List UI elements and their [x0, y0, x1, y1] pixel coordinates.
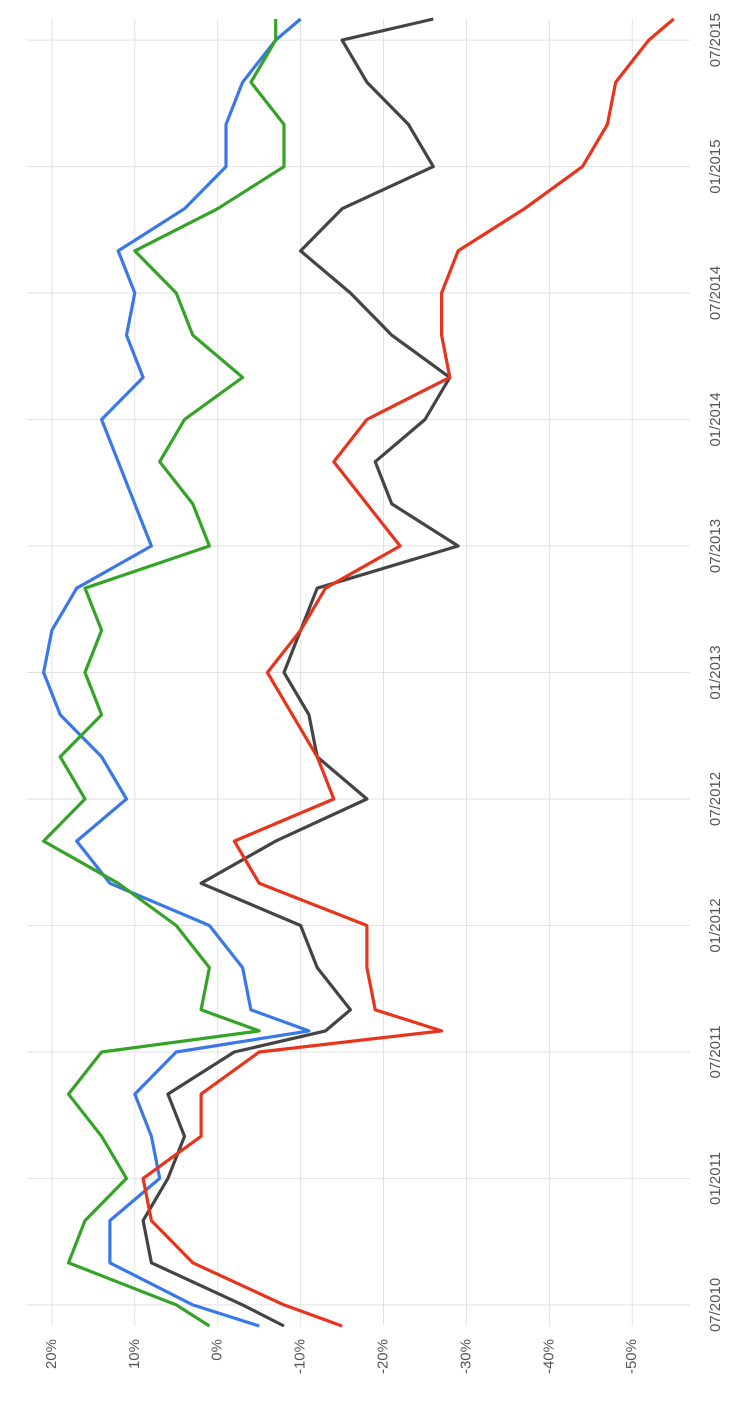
y-tick-label: -10%	[292, 1339, 309, 1374]
x-tick-label: 01/2012	[707, 898, 724, 952]
x-tick-label: 01/2013	[707, 645, 724, 699]
x-tick-label: 07/2010	[707, 1278, 724, 1332]
x-tick-label: 07/2011	[707, 1025, 724, 1078]
y-tick-label: -40%	[540, 1339, 557, 1374]
y-tick-label: 10%	[126, 1339, 143, 1369]
x-tick-label: 07/2012	[707, 772, 724, 826]
series-line	[141, 17, 675, 1328]
y-tick-label: 20%	[43, 1339, 60, 1369]
y-tick-label: -30%	[457, 1339, 474, 1374]
y-tick-label: 0%	[209, 1339, 226, 1361]
y-tick-label: -50%	[623, 1339, 640, 1374]
x-tick-label: 07/2014	[707, 266, 724, 320]
x-tick-label: 07/2015	[707, 13, 724, 67]
x-tick-label: 07/2013	[707, 519, 724, 573]
series-line	[141, 17, 460, 1328]
series-line	[42, 17, 311, 1328]
x-tick-label: 01/2015	[707, 139, 724, 193]
rotated-chart: 20% 10% 0% -10% -20% -30% -40% -50% 07/2010 01/20…	[27, 13, 724, 1374]
x-tick-label: 01/2011	[707, 1152, 724, 1205]
series-line	[42, 19, 286, 1328]
y-tick-label: -20%	[374, 1339, 391, 1374]
x-tick-label: 01/2014	[707, 392, 724, 446]
